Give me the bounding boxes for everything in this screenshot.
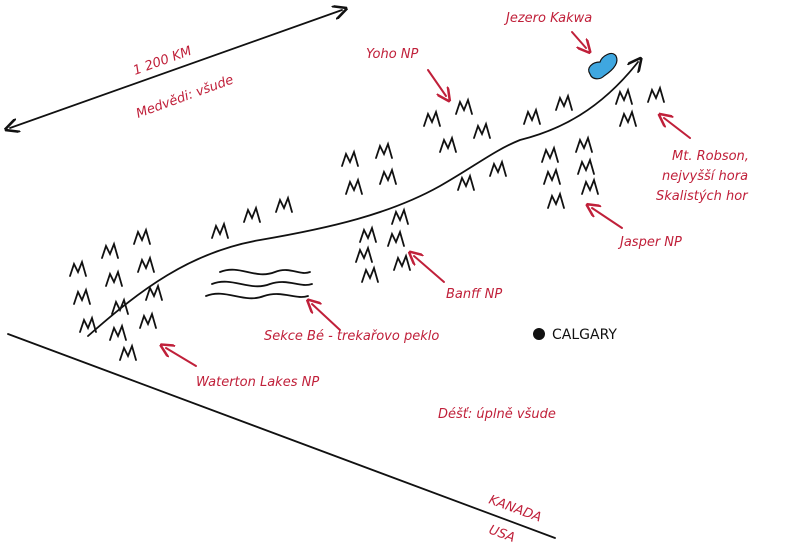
- kanada-label: KANADA: [487, 493, 544, 526]
- bears-label: Medvědi: všude: [134, 73, 235, 122]
- banff-arrow: [414, 256, 445, 283]
- banff-label: Banff NP: [446, 287, 502, 302]
- calgary-dot: [533, 328, 545, 340]
- calgary-label: CALGARY: [552, 327, 617, 343]
- sekce-arrow: [312, 304, 341, 331]
- marsh-waves: [205, 268, 313, 300]
- usa-label: USA: [487, 523, 517, 546]
- mountains-waterton: [69, 229, 163, 361]
- jasper-label: Jasper NP: [617, 235, 682, 250]
- lake-kakwa: [588, 52, 618, 80]
- robson-label-1: Mt. Robson,: [672, 149, 749, 164]
- border-line: [7, 333, 556, 539]
- rain-label: Déšť: úplně všude: [438, 407, 556, 422]
- mountains-central: [211, 197, 293, 239]
- robson-label-3: Skalistých hor: [656, 189, 749, 204]
- robson-label-2: nejvyšší hora: [662, 169, 748, 184]
- lake-arrow: [571, 31, 586, 48]
- jasper-arrow: [592, 208, 623, 229]
- mountains-robson: [615, 87, 665, 127]
- yoho-label: Yoho NP: [366, 47, 419, 62]
- distance-arrow: [10, 10, 342, 128]
- waterton-label: Waterton Lakes NP: [196, 375, 319, 390]
- trail-route: [87, 62, 638, 337]
- lake-label: Jezero Kakwa: [503, 11, 592, 26]
- mountains-yoho: [423, 99, 507, 191]
- robson-arrow: [664, 118, 691, 139]
- yoho-arrow: [427, 69, 446, 96]
- waterton-arrow: [166, 348, 197, 367]
- sekce-label: Sekce Bé - trekařovo peklo: [264, 329, 439, 344]
- mountains-jasper: [523, 95, 599, 209]
